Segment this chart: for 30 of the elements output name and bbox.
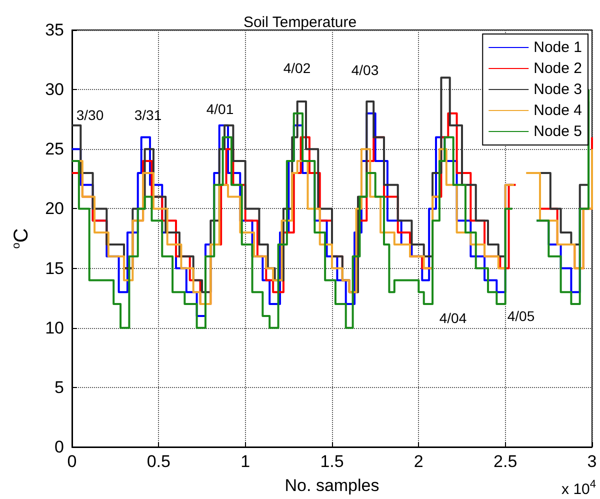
y-axis-title: oC — [10, 228, 32, 249]
annotation: 4/03 — [351, 62, 379, 78]
y-tick-label: 35 — [45, 20, 64, 40]
x-tick-label: 2 — [414, 452, 424, 471]
y-tick-label: 0 — [54, 438, 64, 456]
y-tick-label: 5 — [54, 378, 64, 397]
x-tick-label: 1.5 — [320, 452, 344, 471]
legend-label: Node 4 — [534, 102, 582, 119]
annotation: 4/02 — [283, 60, 311, 76]
legend-label: Node 2 — [534, 60, 582, 77]
x-tick-label: 2.5 — [494, 452, 518, 471]
y-tick-label: 10 — [45, 318, 64, 338]
legend-label: Node 1 — [534, 39, 582, 56]
x-axis-title: No. samples — [284, 476, 380, 495]
annotation: 3/31 — [134, 107, 162, 123]
legend-label: Node 5 — [534, 123, 582, 140]
annotation: 4/01 — [206, 101, 234, 117]
x-tick-label: 0.5 — [146, 452, 170, 471]
y-tick-label: 30 — [45, 80, 64, 100]
x-tick-label: 3 — [587, 452, 597, 471]
x-tick-label: 0 — [67, 452, 77, 471]
chart-title: Soil Temperature — [243, 14, 357, 31]
legend-label: Node 3 — [534, 81, 582, 98]
y-tick-label: 15 — [45, 258, 64, 278]
y-tick-label: 20 — [45, 199, 64, 218]
annotation: 4/04 — [439, 310, 467, 326]
annotation: 3/30 — [76, 107, 104, 123]
x-tick-label: 1 — [240, 452, 250, 471]
annotation: 4/05 — [507, 308, 535, 324]
y-tick-label: 25 — [45, 140, 64, 159]
